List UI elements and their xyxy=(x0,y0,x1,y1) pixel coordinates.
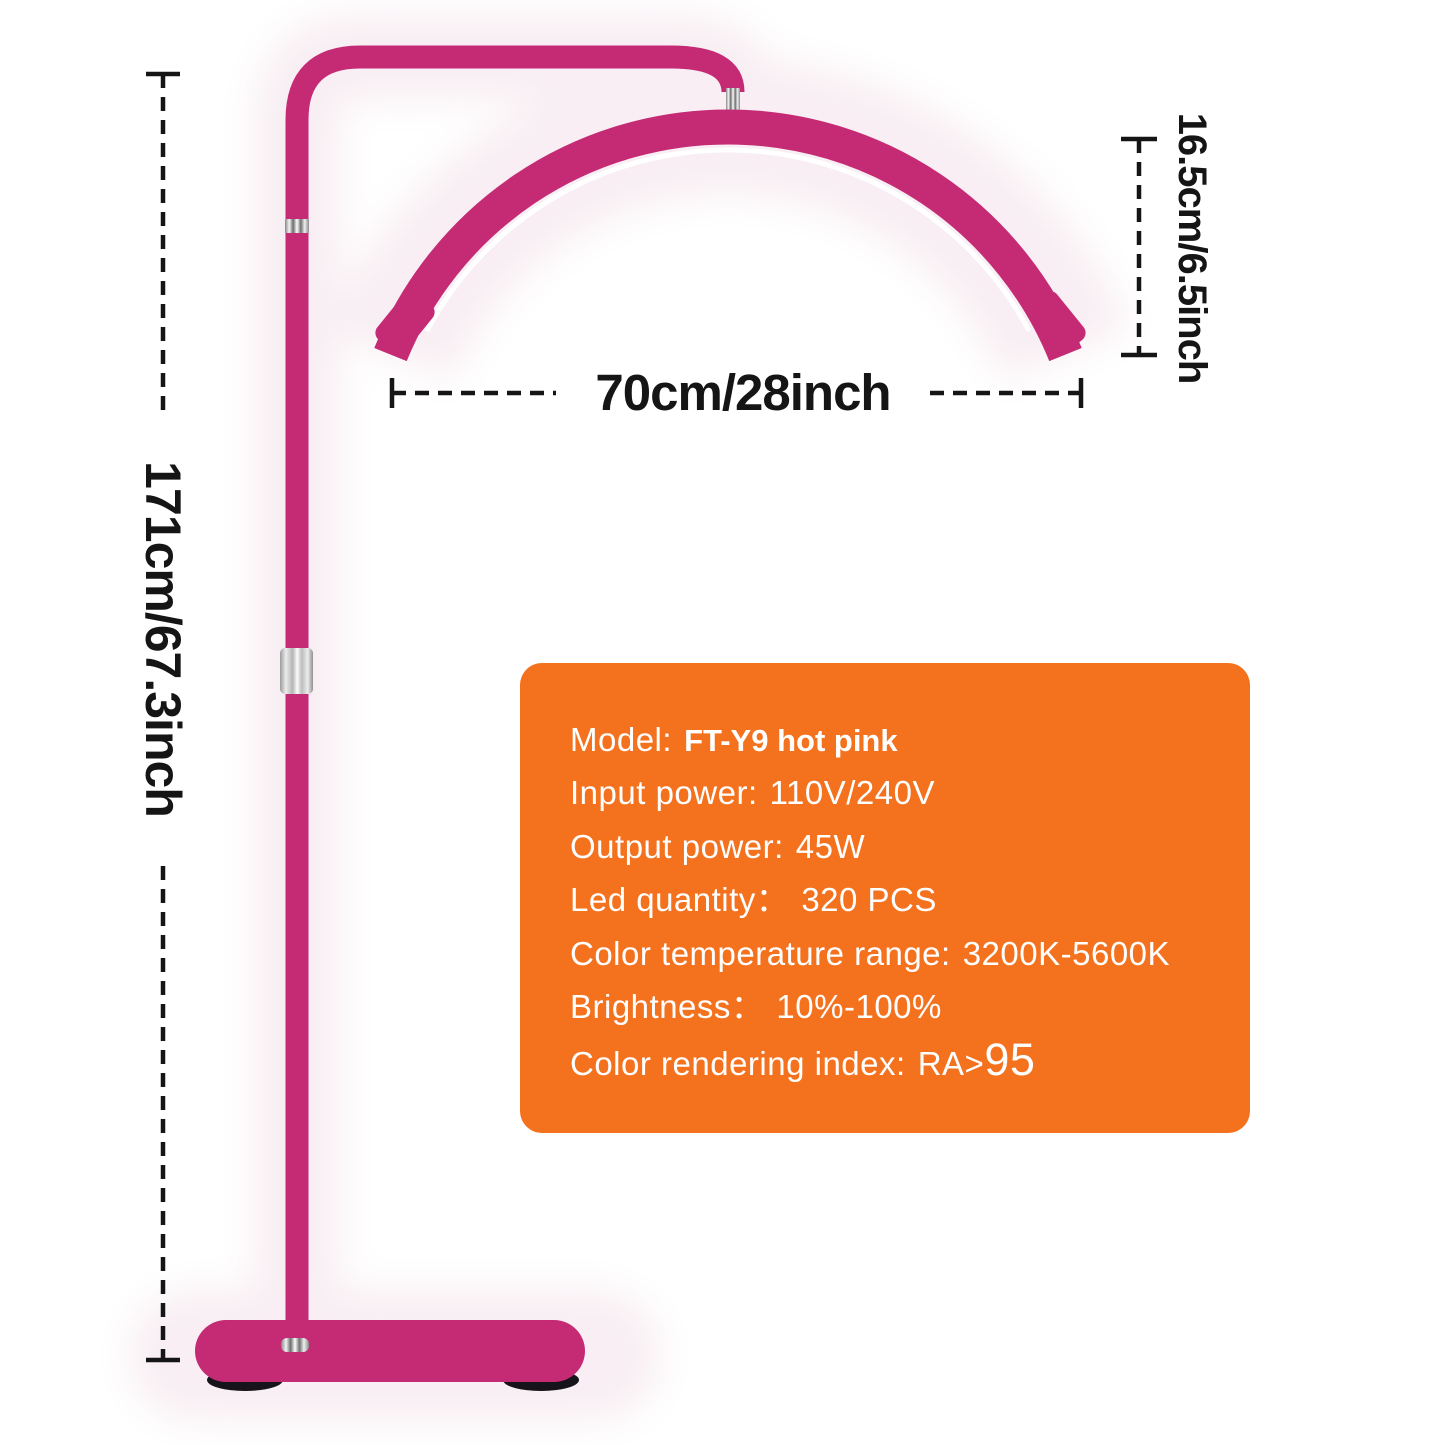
spec-row-cri: Color rendering index: RA>95 xyxy=(570,1033,1230,1086)
lamp-base xyxy=(195,1320,585,1382)
spec-box: Model: FT-Y9 hot pink Input power: 110V/24… xyxy=(520,663,1250,1133)
spec-value: 45W xyxy=(795,827,866,865)
spec-label: Input power: xyxy=(570,774,758,812)
spec-value: 10%-100% xyxy=(776,987,942,1025)
width-dimension-label: 70cm/28inch xyxy=(595,364,891,421)
spec-label: Led quantity： xyxy=(570,881,790,919)
spec-label: Model: xyxy=(570,721,673,758)
spec-value: FT-Y9 hot pink xyxy=(684,723,898,758)
height-dimension-label: 171cm/67.3inch xyxy=(135,461,191,817)
spec-row-output-power: Output power: 45W xyxy=(570,820,1230,873)
head-height-dimension-line xyxy=(1121,136,1157,358)
spec-value: 110V/240V xyxy=(769,774,935,812)
arc-endcap-left xyxy=(375,291,435,354)
spec-row-brightness: Brightness： 10%-100% xyxy=(570,980,1230,1033)
spec-label: Color temperature range: xyxy=(570,934,951,972)
spec-value-big: 95 xyxy=(984,1034,1036,1086)
lamp-pole-arm xyxy=(285,45,745,1340)
spec-row-model: Model: FT-Y9 hot pink xyxy=(570,713,1230,766)
base-connector xyxy=(281,1338,309,1352)
spec-label: Brightness： xyxy=(570,987,765,1025)
spec-row-input-power: Input power: 110V/240V xyxy=(570,766,1230,819)
pole-joint-collar xyxy=(280,648,313,694)
spec-label: Color rendering index: xyxy=(570,1045,906,1083)
lamp-arc xyxy=(374,109,1082,362)
spec-value: 320 PCS xyxy=(801,881,937,919)
spec-row-color-temperature: Color temperature range: 3200K-5600K xyxy=(570,927,1230,980)
pole-band xyxy=(285,219,309,233)
head-height-dimension-label: 16.5cm/6.5inch xyxy=(1170,112,1214,384)
spec-row-led-quantity: Led quantity： 320 PCS xyxy=(570,873,1230,926)
spec-value: RA> xyxy=(917,1045,985,1083)
spec-value: 3200K-5600K xyxy=(962,934,1171,972)
arc-connector xyxy=(726,88,740,116)
led-strip xyxy=(424,147,1032,333)
arc-endcap-right xyxy=(1026,291,1086,354)
width-dimension-line xyxy=(389,378,1084,408)
spec-label: Output power: xyxy=(570,827,784,865)
height-dimension-line xyxy=(146,71,180,1363)
